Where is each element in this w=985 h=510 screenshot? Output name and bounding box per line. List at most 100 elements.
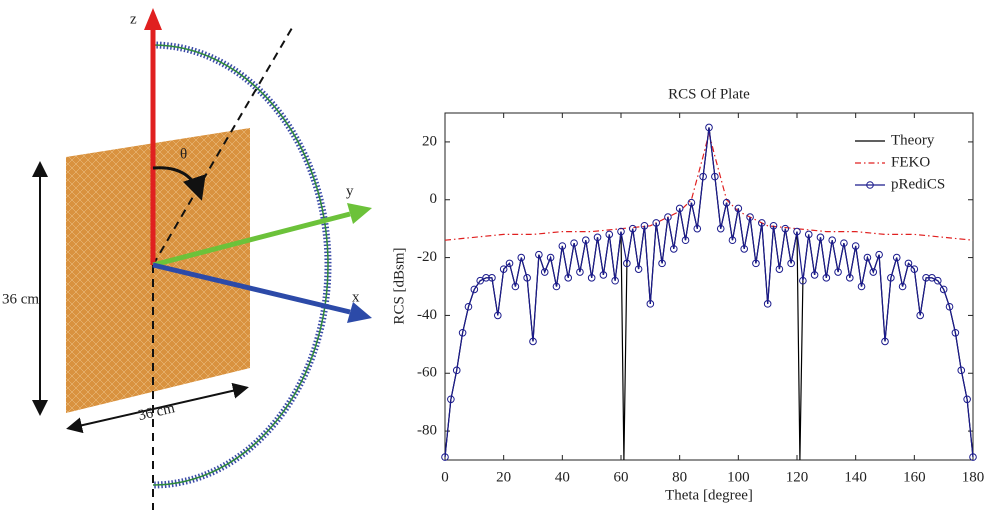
data-point [904, 259, 913, 268]
legend-label: pRediCS [891, 176, 945, 192]
data-point [851, 242, 860, 250]
data-point [535, 250, 543, 259]
data-point [740, 245, 749, 253]
data-point [582, 236, 590, 245]
y-tick-label: 0 [430, 191, 438, 207]
data-point [928, 274, 936, 282]
data-point [881, 337, 889, 346]
data-point [887, 274, 895, 282]
data-point [529, 337, 537, 346]
y-axis-label: RCS [dBsm] [391, 247, 407, 324]
data-point [646, 300, 655, 308]
data-point [505, 259, 514, 268]
y-tick-label: -40 [417, 307, 437, 323]
data-point [458, 328, 467, 337]
data-point [617, 227, 625, 236]
data-point [675, 204, 684, 213]
data-point [799, 276, 807, 285]
x-tick-label: 100 [727, 469, 750, 485]
data-point [447, 395, 455, 404]
data-point [939, 285, 948, 294]
data-point [769, 221, 778, 230]
x-axis [152, 262, 351, 315]
data-point [846, 274, 854, 282]
y-tick-label: -60 [417, 365, 437, 381]
legend-marker [866, 181, 874, 189]
data-point [681, 236, 690, 245]
data-point [558, 242, 567, 250]
data-point [640, 221, 649, 230]
data-point [476, 276, 485, 285]
data-point [822, 274, 831, 282]
data-point [763, 300, 772, 308]
data-point [452, 366, 461, 375]
data-point [834, 268, 842, 276]
data-point [623, 259, 631, 268]
data-point [705, 123, 713, 132]
y-tick-label: -80 [417, 423, 437, 439]
height-label: 36 cm [2, 291, 39, 307]
x-tick-label: 80 [672, 469, 687, 485]
data-point [875, 250, 883, 259]
data-point [652, 219, 661, 227]
data-point [517, 253, 526, 262]
x-tick-label: 120 [786, 469, 809, 485]
plot-frame [444, 112, 974, 461]
data-point [441, 453, 449, 461]
data-point [840, 239, 848, 247]
data-point [599, 271, 608, 279]
series-line [444, 133, 974, 241]
data-point [699, 172, 707, 181]
series-line [444, 127, 974, 458]
data-point [722, 198, 731, 207]
legend-label: Theory [891, 132, 935, 148]
data-point [552, 282, 561, 291]
data-point [752, 259, 760, 268]
x-tick-label: 160 [903, 469, 926, 485]
x-tick-label: 180 [962, 469, 985, 485]
data-point [869, 268, 878, 276]
data-point [693, 224, 702, 233]
data-point [916, 311, 925, 320]
data-point [611, 276, 619, 285]
angle-dash [152, 27, 293, 266]
data-point [576, 268, 584, 276]
data-point [658, 259, 666, 268]
data-point [482, 274, 490, 282]
data-point [523, 274, 531, 282]
data-point [511, 282, 520, 291]
data-point [934, 276, 942, 285]
data-point [758, 219, 766, 227]
x-tick-label: 20 [496, 469, 511, 485]
data-point [957, 366, 966, 375]
arc-outline [152, 44, 329, 486]
plate [66, 128, 250, 413]
z-label: z [130, 11, 137, 27]
chart-title: RCS Of Plate [668, 86, 750, 102]
data-point [810, 271, 819, 279]
data-point [816, 233, 825, 242]
y-tick-label: 20 [422, 133, 437, 149]
data-point [922, 274, 930, 282]
y-label: y [346, 183, 354, 199]
data-point [540, 268, 549, 276]
y-tick-label: -20 [417, 249, 437, 265]
data-point [863, 253, 872, 262]
data-point [775, 265, 784, 273]
data-point [787, 259, 795, 268]
data-point [910, 265, 919, 273]
data-point [951, 328, 960, 337]
data-point [857, 282, 866, 291]
x-arrowhead [347, 302, 372, 323]
data-point [494, 311, 502, 320]
x-label: x [352, 289, 360, 305]
data-point [728, 236, 737, 245]
data-point [664, 213, 672, 221]
legend-label: FEKO [891, 154, 930, 170]
data-point [804, 230, 813, 239]
width-arrow [66, 382, 249, 434]
data-point [670, 245, 678, 253]
data-point [546, 253, 555, 262]
x-tick-label: 40 [555, 469, 570, 485]
